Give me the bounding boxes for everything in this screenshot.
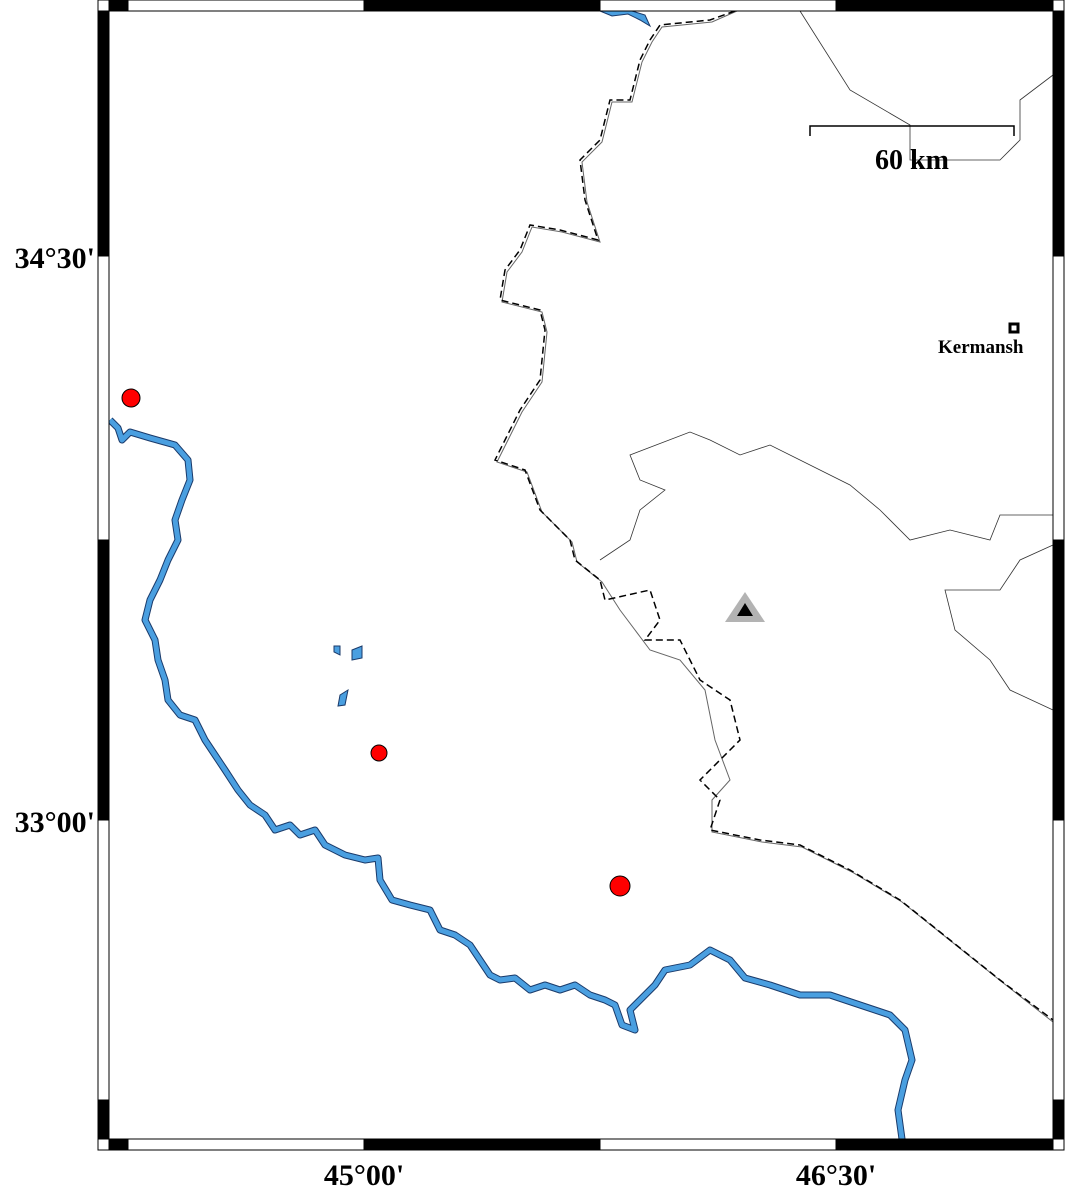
frame-segment-bottom	[835, 1138, 1054, 1151]
frame-corner	[97, 0, 110, 12]
scale-bar-label: 60 km	[875, 145, 949, 176]
event-marker[interactable]	[370, 744, 388, 762]
frame-segment-top	[363, 0, 601, 12]
frame-segment-bottom	[108, 1138, 129, 1151]
frame-segment-top	[127, 0, 365, 12]
map-content: Kermansh 60 km	[107, 10, 1054, 1140]
border-dashed	[493, 10, 1054, 1021]
province-line	[799, 10, 1054, 161]
province-line	[944, 544, 1054, 711]
lake	[333, 645, 341, 656]
frame-segment-right	[1052, 1099, 1065, 1140]
frame-segment-bottom	[127, 1138, 365, 1151]
map-frame	[97, 0, 1065, 1151]
frame-segment-right	[1052, 539, 1065, 821]
frame-segment-right	[1052, 10, 1065, 257]
frame-segment-left	[97, 10, 110, 257]
frame-segment-top	[108, 0, 129, 12]
border-solid	[496, 10, 1054, 1023]
lat-label-34-30: 34°30'	[15, 242, 95, 275]
lake	[351, 645, 363, 661]
lake	[337, 688, 349, 707]
frame-segment-right	[1052, 255, 1065, 541]
frame-corner	[97, 1138, 110, 1151]
frame-segment-bottom	[599, 1138, 837, 1151]
city-label: Kermansh	[938, 337, 1024, 358]
frame-segment-left	[97, 819, 110, 1101]
province-line	[599, 431, 1053, 561]
frame-segment-left	[97, 539, 110, 821]
frame-segment-top	[835, 0, 1054, 12]
frame-segment-bottom	[363, 1138, 601, 1151]
frame-segment-left	[97, 255, 110, 541]
lon-label-45-00: 45°00'	[324, 1159, 404, 1190]
event-marker[interactable]	[609, 875, 631, 897]
city-square-icon	[1008, 322, 1020, 334]
lon-label-46-30: 46°30'	[796, 1159, 876, 1190]
scale-bar	[809, 125, 1015, 136]
frame-segment-top	[599, 0, 837, 12]
frame-segment-right	[1052, 819, 1065, 1101]
lat-label-33-00: 33°00'	[15, 806, 95, 839]
event-marker[interactable]	[121, 388, 141, 408]
station-inner-triangle-icon	[737, 603, 753, 616]
river-top	[599, 10, 652, 28]
frame-corner	[1052, 0, 1065, 12]
frame-corner	[1052, 1138, 1065, 1151]
frame-segment-left	[97, 1099, 110, 1140]
river-tigris-fill	[108, 418, 915, 1140]
